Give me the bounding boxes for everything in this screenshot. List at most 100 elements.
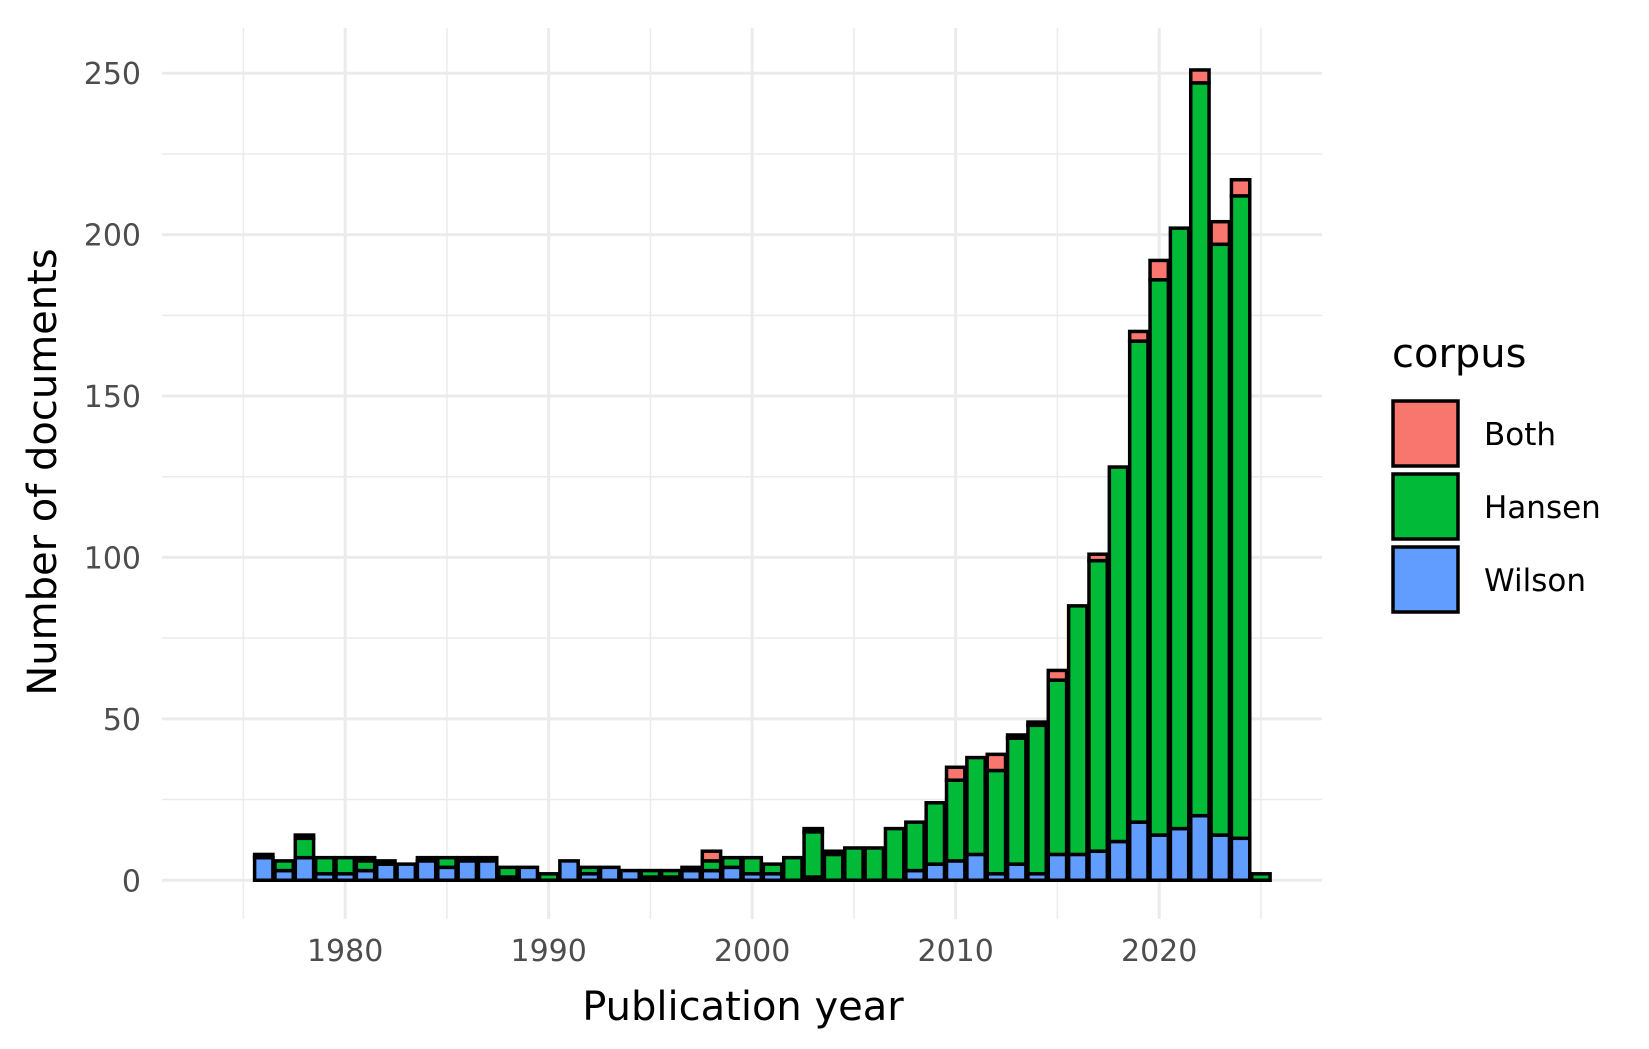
- bar-wilson-2019: [1127, 820, 1150, 883]
- bar-hansen-2023: [1209, 242, 1232, 837]
- bar-wilson-2022: [1188, 813, 1211, 883]
- bar-both-1998: [700, 849, 723, 863]
- bar-hansen-1977: [273, 859, 296, 873]
- legend-label-both: Both: [1484, 417, 1556, 453]
- bar-both-1981: [354, 855, 377, 863]
- bar-hansen-2010: [944, 778, 967, 863]
- bar-hansen-1996: [659, 868, 682, 879]
- bar-hansen-1995: [639, 868, 662, 879]
- bar-wilson-2016: [1066, 852, 1089, 883]
- x-tick-label: 2020: [1121, 934, 1197, 969]
- bar-both-2017: [1087, 552, 1110, 563]
- bar-hansen-2008: [904, 820, 926, 873]
- legend: corpus Both Hansen Wilson: [1391, 331, 1601, 614]
- legend-swatch-wilson: [1391, 545, 1460, 614]
- bar-hansen-2020: [1148, 278, 1171, 837]
- bar-hansen-2022: [1188, 81, 1211, 818]
- bar-both-2014: [1026, 720, 1048, 728]
- legend-swatch-hansen: [1391, 472, 1460, 541]
- x-tick-label: 2010: [918, 934, 994, 969]
- bar-wilson-2024: [1229, 836, 1252, 883]
- bar-hansen-2024: [1229, 194, 1252, 841]
- bar-hansen-2025: [1250, 872, 1272, 883]
- bar-wilson-2011: [965, 852, 987, 883]
- bar-both-2003: [802, 826, 825, 834]
- bar-both-2015: [1046, 668, 1069, 682]
- bar-hansen-2007: [883, 826, 906, 883]
- bar-hansen-2014: [1026, 723, 1048, 876]
- bar-hansen-2016: [1066, 604, 1089, 857]
- bar-hansen-2019: [1127, 339, 1150, 824]
- bar-hansen-2003: [802, 830, 825, 879]
- bar-both-2020: [1148, 258, 1171, 282]
- bars: [252, 68, 1272, 883]
- bar-both-2023: [1209, 219, 1232, 247]
- bar-both-2004: [822, 849, 845, 857]
- y-tick-label: 200: [84, 219, 141, 254]
- bar-hansen-2015: [1046, 678, 1069, 857]
- y-axis-title: Number of documents: [20, 248, 66, 695]
- x-tick-label: 2000: [714, 934, 790, 969]
- bar-hansen-2018: [1107, 465, 1130, 844]
- bar-hansen-1984: [415, 855, 438, 863]
- bar-hansen-2009: [924, 801, 947, 866]
- bar-hansen-1987: [476, 855, 499, 863]
- y-tick-label: 100: [84, 541, 141, 576]
- bar-hansen-1980: [334, 855, 357, 876]
- bar-hansen-2006: [863, 846, 886, 883]
- bar-hansen-1976: [252, 852, 275, 860]
- bar-hansen-2012: [985, 768, 1008, 876]
- bar-wilson-1991: [558, 859, 580, 883]
- bar-both-1978: [293, 833, 316, 841]
- bar-hansen-1988: [497, 865, 519, 879]
- bar-hansen-1985: [436, 855, 458, 870]
- bar-wilson-1984: [415, 859, 438, 883]
- y-tick-label: 250: [84, 57, 141, 92]
- bar-wilson-1978: [293, 855, 316, 883]
- legend-label-wilson: Wilson: [1484, 563, 1586, 599]
- x-axis-title: Publication year: [582, 984, 904, 1030]
- bar-hansen-2017: [1087, 558, 1110, 853]
- bar-wilson-2010: [944, 859, 967, 883]
- bar-hansen-2004: [822, 852, 845, 883]
- bar-wilson-2020: [1148, 833, 1171, 883]
- bar-both-2010: [944, 765, 967, 782]
- bar-wilson-2021: [1168, 826, 1191, 883]
- bar-hansen-2013: [1005, 736, 1028, 866]
- bar-hansen-1978: [293, 836, 316, 860]
- bar-hansen-2002: [781, 855, 804, 883]
- bar-wilson-1994: [619, 868, 641, 883]
- bar-both-2013: [1005, 733, 1028, 740]
- y-tick-label: 150: [84, 380, 141, 415]
- x-tick-label: 1990: [510, 934, 586, 969]
- bar-hansen-1997: [680, 865, 703, 873]
- bar-wilson-1993: [598, 865, 621, 883]
- bar-wilson-2023: [1209, 833, 1232, 883]
- bar-hansen-1979: [313, 855, 336, 876]
- bar-hansen-1986: [456, 855, 479, 863]
- bar-both-2012: [985, 752, 1008, 773]
- bar-wilson-1999: [720, 865, 743, 883]
- bar-wilson-1985: [436, 865, 458, 883]
- legend-label-hansen: Hansen: [1484, 490, 1601, 526]
- bar-hansen-2001: [761, 862, 784, 876]
- bar-wilson-1989: [517, 865, 540, 883]
- bar-both-2019: [1127, 329, 1150, 343]
- bar-hansen-2000: [741, 855, 764, 876]
- bar-wilson-1983: [395, 862, 418, 883]
- bar-wilson-2009: [924, 862, 947, 883]
- y-tick-label: 0: [122, 864, 141, 899]
- bar-both-2024: [1229, 177, 1252, 198]
- bar-wilson-1976: [252, 855, 275, 883]
- legend-swatch-both: [1391, 399, 1460, 468]
- legend-title: corpus: [1392, 331, 1527, 377]
- bar-hansen-2005: [843, 846, 865, 883]
- y-tick-label: 50: [103, 703, 141, 738]
- bar-both-2022: [1188, 68, 1211, 85]
- legend-items: Both Hansen Wilson: [1391, 399, 1601, 614]
- bar-wilson-2013: [1005, 862, 1028, 883]
- bar-wilson-1986: [456, 859, 479, 883]
- bar-hansen-1990: [537, 872, 560, 883]
- bar-hansen-1992: [578, 865, 601, 876]
